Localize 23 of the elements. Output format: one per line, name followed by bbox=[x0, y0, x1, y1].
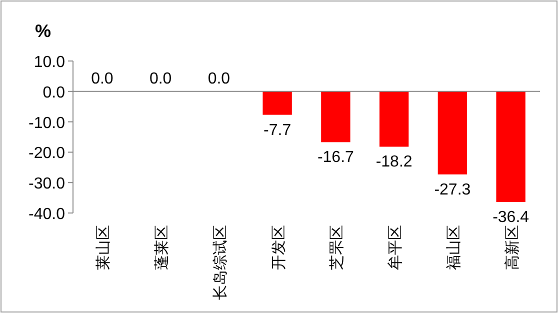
y-axis-title: % bbox=[35, 21, 52, 41]
x-tick-label: 莱山区 bbox=[95, 225, 112, 270]
y-tick-label: -10.0 bbox=[28, 114, 66, 132]
y-tick-label: -40.0 bbox=[28, 206, 66, 223]
x-tick-label: 长岛综试区 bbox=[212, 225, 229, 300]
x-tick-label: 芝罘区 bbox=[328, 225, 346, 270]
x-tick-label: 蓬莱区 bbox=[154, 225, 171, 270]
data-label: -7.7 bbox=[264, 122, 292, 139]
data-label: 0.0 bbox=[149, 70, 172, 88]
data-label: 0.0 bbox=[91, 70, 114, 88]
data-label: 0.0 bbox=[208, 70, 230, 88]
data-label: -36.4 bbox=[492, 209, 530, 226]
data-label: -27.3 bbox=[434, 181, 471, 198]
y-tick-label: -20.0 bbox=[28, 145, 66, 162]
data-label: -16.7 bbox=[317, 149, 354, 166]
x-tick-label: 牟平区 bbox=[387, 225, 404, 270]
y-tick-label: 0.0 bbox=[42, 84, 66, 102]
y-tick-label: -30.0 bbox=[28, 176, 66, 193]
y-tick-label: 10.0 bbox=[34, 54, 66, 71]
x-tick-label: 开发区 bbox=[270, 225, 288, 270]
x-tick-label: 高新区 bbox=[504, 225, 521, 270]
x-tick-label: 福山区 bbox=[445, 225, 462, 270]
data-label: -18.2 bbox=[376, 154, 412, 171]
